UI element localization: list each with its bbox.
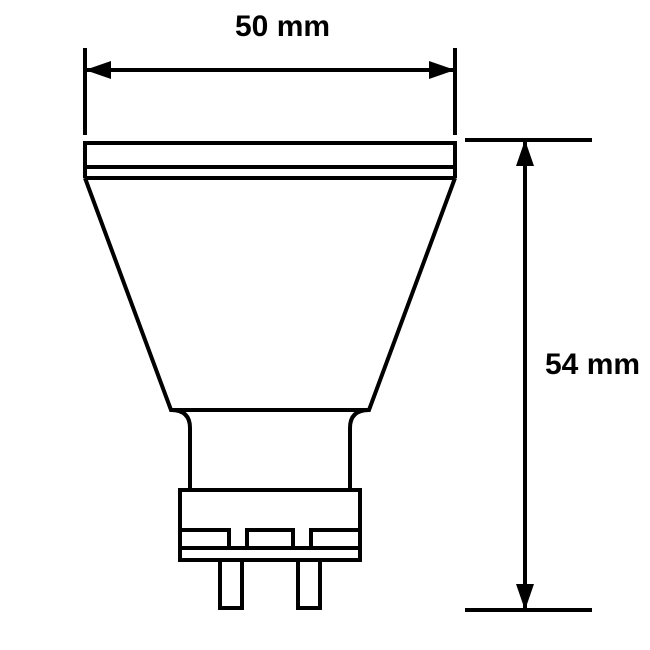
drawing-canvas bbox=[0, 0, 650, 650]
dimension-drawing: 50 mm 54 mm bbox=[0, 0, 650, 650]
